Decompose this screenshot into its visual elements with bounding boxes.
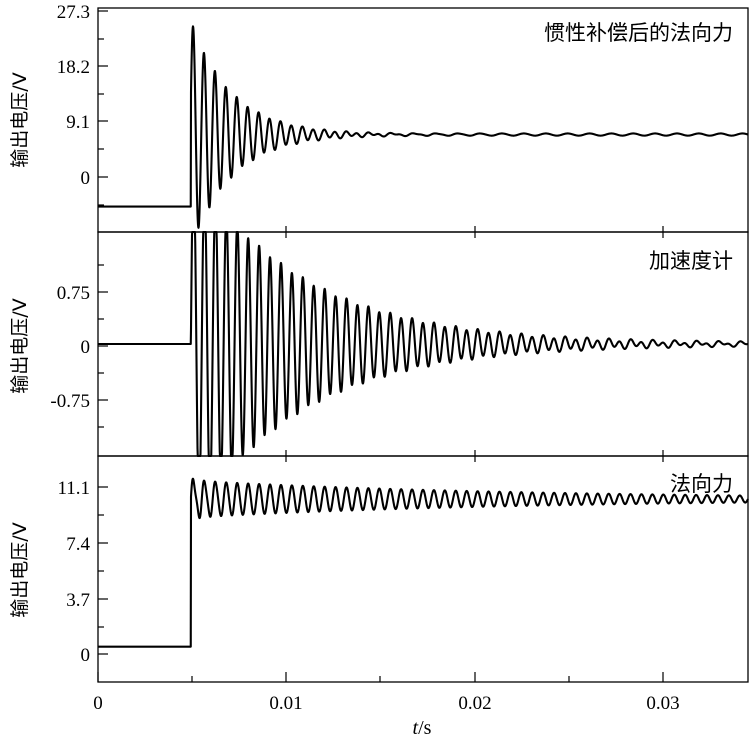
xtick-label-0: 0 <box>93 693 103 714</box>
panel-3-title: 法向力 <box>670 472 733 496</box>
panel-accelerometer: 加速度计 输出电压/V 0.75 0 -0.75 <box>9 230 749 458</box>
panel-1-ytick-label-1: 9.1 <box>66 112 90 133</box>
x-axis-title-unit: /s <box>418 717 432 739</box>
panel-normal-force: 法向力 输出电压/V 11.1 7.4 3.7 0 <box>9 455 749 683</box>
x-axis: 0 0.01 0.02 0.03 t/s <box>93 226 680 739</box>
panel-1-title: 惯性补偿后的法向力 <box>544 21 733 45</box>
panel-1-ytick-label-2: 18.2 <box>57 57 90 78</box>
x-axis-title: t/s <box>413 717 432 739</box>
panel-3-ytick-label-0: 0 <box>81 645 91 666</box>
panel-3-ytick-label-3: 11.1 <box>57 478 90 499</box>
panel-3-series-line <box>97 477 749 648</box>
xtick-label-3: 0.03 <box>646 693 679 714</box>
panel-2-ylabel: 输出电压/V <box>9 298 31 393</box>
panel-2-series-line <box>97 230 749 458</box>
panel-3-frame <box>97 455 749 683</box>
panel-1-ylabel: 输出电压/V <box>9 72 31 167</box>
panel-3-ylabel: 输出电压/V <box>9 522 31 617</box>
panel-2-ytick-label-2: 0.75 <box>57 283 90 304</box>
xtick-label-1: 0.01 <box>269 693 302 714</box>
panel-2-ytick-label-0: -0.75 <box>50 391 90 412</box>
panel-3-ytick-label-1: 3.7 <box>66 590 90 611</box>
x-axis-title-var: t <box>413 717 419 739</box>
panel-2-title: 加速度计 <box>649 249 733 273</box>
panel-2-ytick-label-1: 0 <box>81 337 91 358</box>
panel-inertia-compensated-force: 惯性补偿后的法向力 输出电压/V 27.3 18.2 9.1 0 <box>9 2 749 233</box>
panel-1-ytick-label-0: 0 <box>81 168 91 189</box>
panel-1-ytick-label-3: 27.3 <box>57 2 90 23</box>
xtick-label-2: 0.02 <box>458 693 491 714</box>
panel-3-ytick-label-2: 7.4 <box>66 534 90 555</box>
panel-1-series-line <box>97 25 749 229</box>
